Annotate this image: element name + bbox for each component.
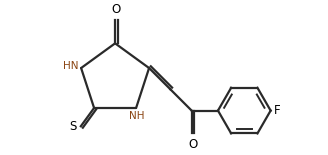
Text: HN: HN — [63, 61, 78, 71]
Text: F: F — [274, 104, 280, 117]
Text: O: O — [188, 138, 197, 151]
Text: S: S — [69, 120, 76, 133]
Text: O: O — [112, 3, 121, 16]
Text: NH: NH — [129, 111, 145, 120]
